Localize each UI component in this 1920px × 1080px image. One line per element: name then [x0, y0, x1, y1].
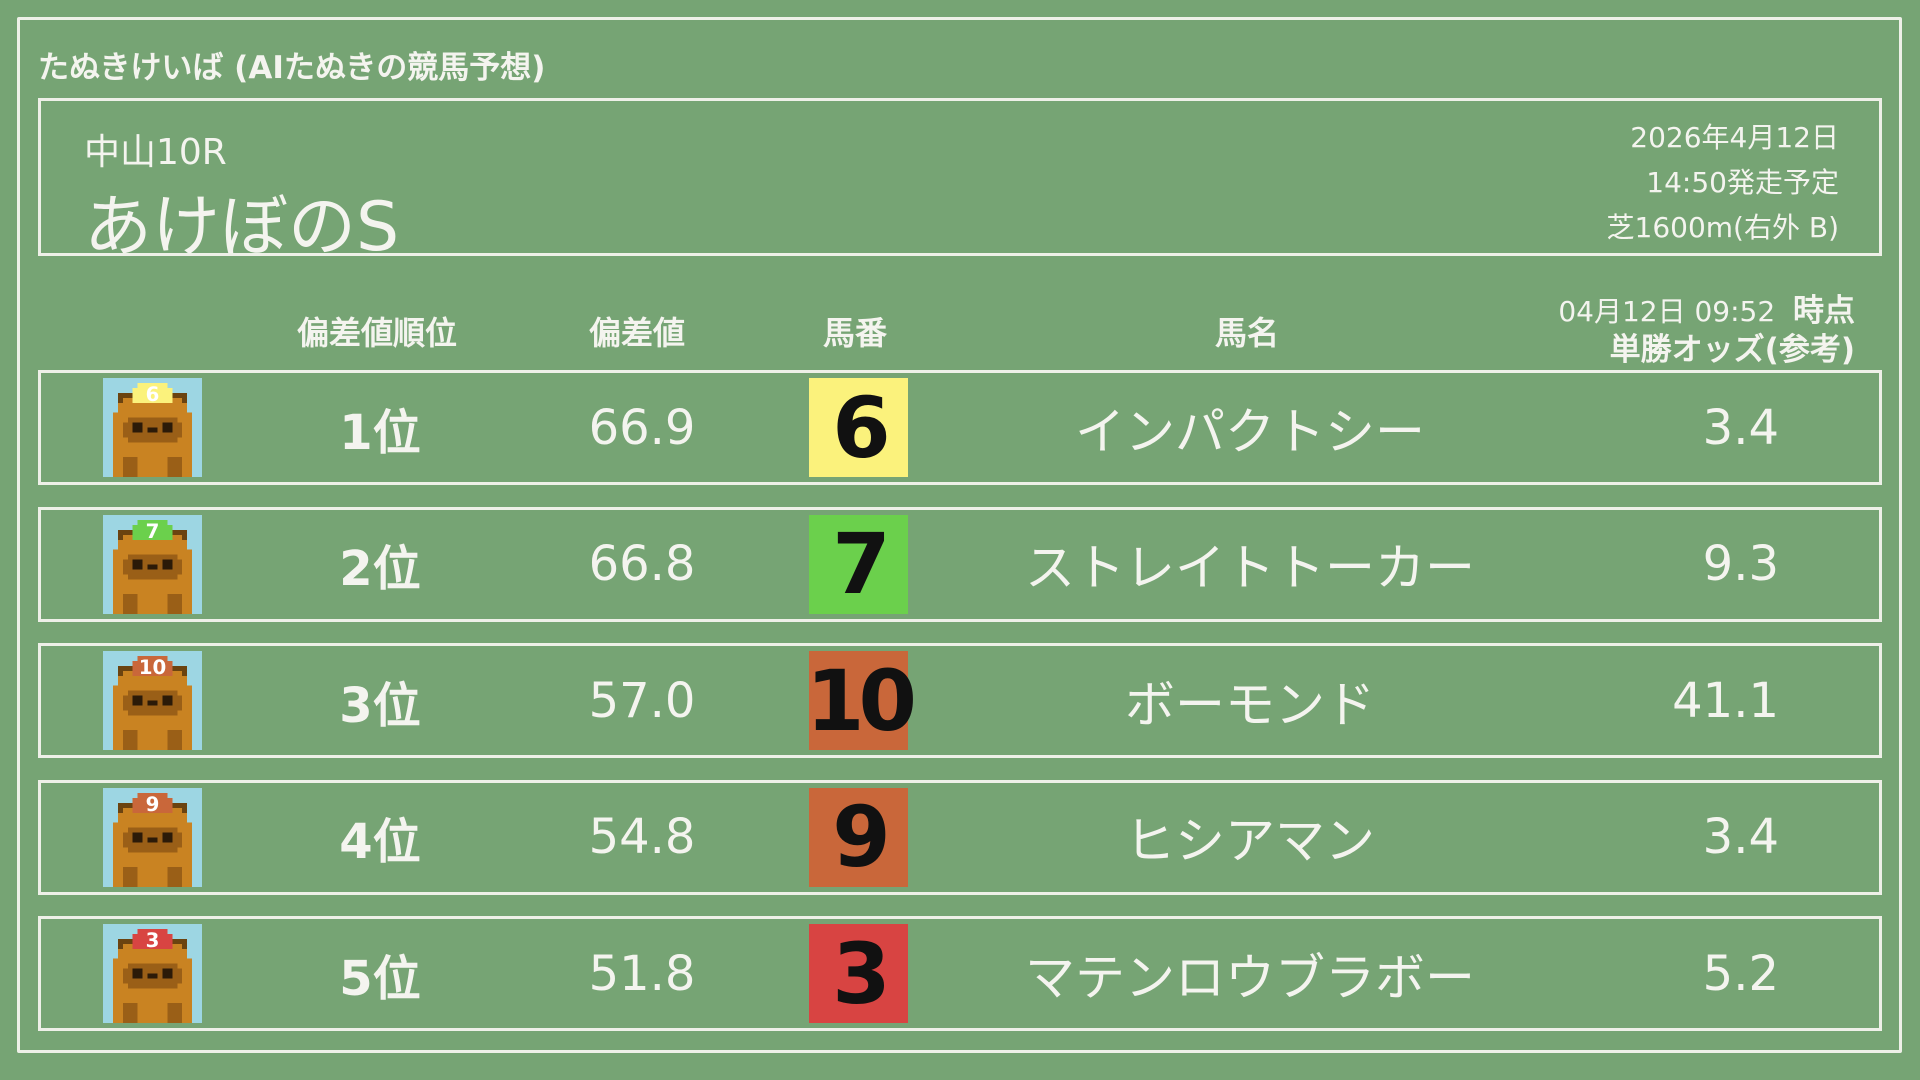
tanuki-icon: 7 [103, 514, 202, 614]
svg-text:10: 10 [139, 656, 167, 679]
tanuki-icon: 10 [103, 651, 202, 750]
tanuki-icon: 6 [103, 378, 202, 477]
horse-number-badge: 9 [809, 787, 908, 887]
rank: 5位 [339, 950, 421, 1007]
horse-number-badge: 7 [809, 514, 908, 614]
race-info: 2026年4月12日 14:50発走予定 芝1600m(右外 B) [1607, 115, 1840, 250]
table-row: 3 5位 51.8 3 マテンロウブラボー 5.2 [38, 916, 1882, 1031]
score: 51.8 [588, 945, 696, 1002]
rank: 2位 [339, 541, 421, 597]
race-course: 芝1600m(右外 B) [1606, 211, 1840, 244]
odds: 5.2 [1702, 945, 1779, 1002]
board-frame [17, 17, 1902, 1053]
column-header-horse: 馬名 [1214, 314, 1280, 352]
table-row: 7 2位 66.8 7 ストレイトトーカー 9.3 [38, 506, 1882, 622]
rank: 4位 [339, 814, 421, 870]
column-header-rank: 偏差値順位 [296, 314, 458, 352]
horse-number-badge: 3 [809, 924, 908, 1023]
score: 54.8 [588, 809, 696, 865]
horse-number-badge: 10 [806, 651, 917, 750]
table-row: 6 1位 66.9 6 インパクトシー 3.4 [38, 370, 1882, 485]
race-venue: 中山10R [84, 132, 227, 173]
odds: 9.3 [1702, 536, 1779, 592]
svg-text:7: 7 [146, 519, 160, 542]
svg-text:6: 6 [146, 383, 160, 406]
column-header-odds: 04月12日 09:52 時点 単勝オッズ(参考) [1558, 292, 1855, 370]
horse-name: マテンロウブラボー [1025, 948, 1475, 1007]
tanuki-icon: 9 [103, 787, 202, 887]
horse-name: インパクトシー [1075, 402, 1425, 461]
odds: 3.4 [1702, 399, 1779, 456]
odds-timestamp: 04月12日 09:52 [1558, 295, 1776, 328]
table-row: 9 4位 54.8 9 ヒシアマン 3.4 [38, 779, 1882, 895]
svg-text:3: 3 [146, 929, 160, 952]
horse-name: ヒシアマン [1125, 812, 1375, 870]
horse-name: ボーモンド [1125, 675, 1375, 734]
rank: 3位 [339, 677, 421, 734]
app-title: たぬきけいば (AIたぬきの競馬予想) [38, 50, 546, 86]
score: 66.9 [588, 399, 696, 456]
race-date: 2026年4月12日 [1630, 121, 1839, 154]
rank: 1位 [339, 404, 421, 461]
table-row: 10 3位 57.0 10 ボーモンド 41.1 [38, 643, 1882, 758]
column-header-score: 偏差値 [588, 314, 686, 352]
odds: 3.4 [1702, 809, 1779, 865]
svg-text:9: 9 [146, 792, 160, 815]
horse-name: ストレイトトーカー [1025, 539, 1475, 597]
odds-timestamp-suffix: 時点 [1793, 293, 1855, 329]
column-header-number: 馬番 [822, 314, 888, 352]
odds-label: 単勝オッズ(参考) [1609, 332, 1855, 368]
score: 66.8 [588, 536, 696, 592]
race-name: あけぼのS [84, 188, 400, 267]
horse-number-badge: 6 [809, 378, 908, 477]
race-header: 中山10R あけぼのS 2026年4月12日 14:50発走予定 芝1600m(… [38, 98, 1882, 267]
race-start-time: 14:50発走予定 [1646, 166, 1839, 199]
tanuki-icon: 3 [103, 924, 202, 1023]
odds: 41.1 [1672, 672, 1779, 729]
score: 57.0 [588, 672, 696, 729]
